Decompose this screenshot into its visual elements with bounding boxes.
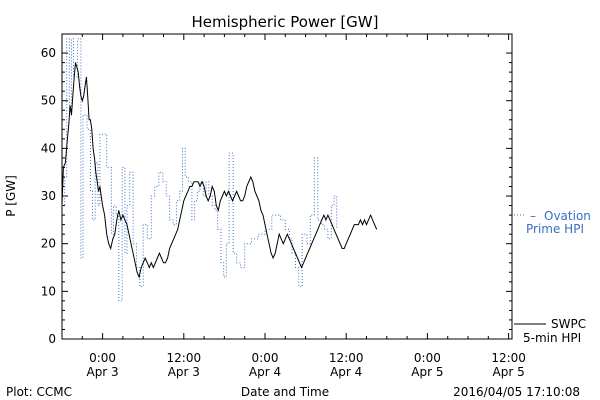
x-tick-label-date: Apr 4 [330,365,362,379]
y-axis-ticks: 0 10 20 30 40 50 60 [41,46,512,346]
series-swpc-line [61,62,378,279]
chart-title: Hemispheric Power [GW] [192,13,379,31]
legend-ovation-line2: Prime HPI [526,222,584,236]
legend-swpc: SWPC 5-min HPI [514,317,586,345]
y-tick-label: 50 [41,94,56,108]
y-tick-label: 30 [41,189,56,203]
y-tick-label: 10 [41,284,56,298]
y-tick-label: 60 [41,46,56,60]
x-tick-label-date: Apr 4 [249,365,281,379]
x-tick-label-time: 0:00 [252,351,279,365]
footer-plot-credit: Plot: CCMC [6,385,72,399]
x-tick-label-date: Apr 5 [411,365,443,379]
x-axis-label: Date and Time [241,385,329,399]
y-tick-label: 0 [48,332,56,346]
y-tick-label: 40 [41,141,56,155]
y-tick-label: 20 [41,237,56,251]
series-ovation-line [62,38,338,302]
x-tick-label-date: Apr 3 [86,365,118,379]
x-tick-label-time: 12:00 [329,351,364,365]
legend-ovation-line1: Ovation [544,209,591,223]
x-tick-label-time: 0:00 [89,351,116,365]
x-tick-label-date: Apr 3 [168,365,200,379]
legend-ovation-dash: – [530,209,536,223]
legend-swpc-line2: 5-min HPI [523,331,581,345]
legend-swpc-line1: SWPC [551,317,586,331]
x-tick-label-time: 12:00 [167,351,202,365]
x-tick-label-time: 0:00 [414,351,441,365]
y-axis-label: P [GW] [4,175,18,217]
x-tick-label-time: 12:00 [491,351,526,365]
footer-timestamp: 2016/04/05 17:10:08 [453,385,580,399]
series-layer [61,38,378,302]
legend-ovation: – Ovation Prime HPI [514,209,591,236]
x-tick-label-date: Apr 5 [493,365,525,379]
